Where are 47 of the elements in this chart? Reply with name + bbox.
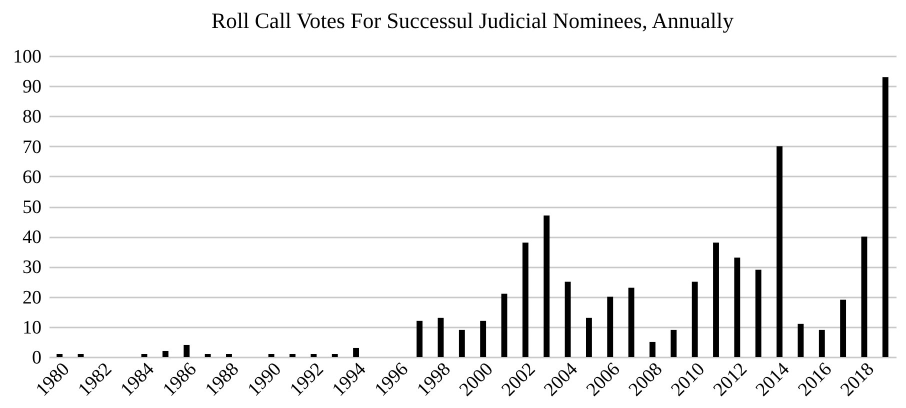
- bar: [416, 320, 423, 357]
- y-tick-label: 60: [22, 166, 42, 188]
- y-tick-label: 30: [22, 257, 42, 278]
- bar: [268, 354, 274, 357]
- y-tick-label: 20: [22, 287, 42, 308]
- bar: [692, 282, 698, 357]
- bar: [670, 330, 677, 357]
- y-tick-label: 10: [22, 317, 42, 338]
- bar: [501, 294, 508, 357]
- y-tick-label: 50: [22, 197, 42, 218]
- bar: [438, 318, 444, 357]
- bar: [141, 354, 148, 357]
- y-tick-label: 70: [22, 136, 42, 158]
- bar: [607, 296, 614, 357]
- bar: [56, 354, 63, 357]
- bar: [310, 354, 317, 357]
- bar: [184, 344, 190, 357]
- bar: [480, 320, 486, 357]
- chart-title: Roll Call Votes For Successul Judicial Nominees, Annually: [211, 8, 734, 33]
- bar: [861, 236, 868, 357]
- y-tick-label: 40: [22, 227, 42, 248]
- bar: [522, 242, 528, 357]
- bar: [840, 300, 846, 357]
- bar: [586, 318, 592, 357]
- bar: [353, 348, 359, 357]
- bar: [564, 282, 571, 357]
- bar: [332, 354, 338, 357]
- bar: [882, 77, 888, 357]
- bar: [818, 330, 825, 357]
- bar: [204, 354, 211, 357]
- bar: [776, 146, 782, 357]
- bar: [458, 330, 465, 357]
- bar: [226, 354, 232, 357]
- bar: [755, 270, 762, 357]
- bar: [798, 324, 804, 357]
- bar: [628, 288, 634, 357]
- bar: [650, 342, 656, 357]
- bar: [734, 258, 740, 357]
- y-tick-label: 80: [22, 106, 42, 128]
- bar: [162, 350, 168, 357]
- y-tick-label: 100: [13, 46, 42, 68]
- y-tick-label: 0: [32, 348, 42, 368]
- bar: [290, 354, 296, 357]
- y-tick-label: 90: [22, 76, 42, 98]
- bar: [544, 216, 550, 357]
- bar: [713, 242, 719, 357]
- bar: [78, 354, 84, 357]
